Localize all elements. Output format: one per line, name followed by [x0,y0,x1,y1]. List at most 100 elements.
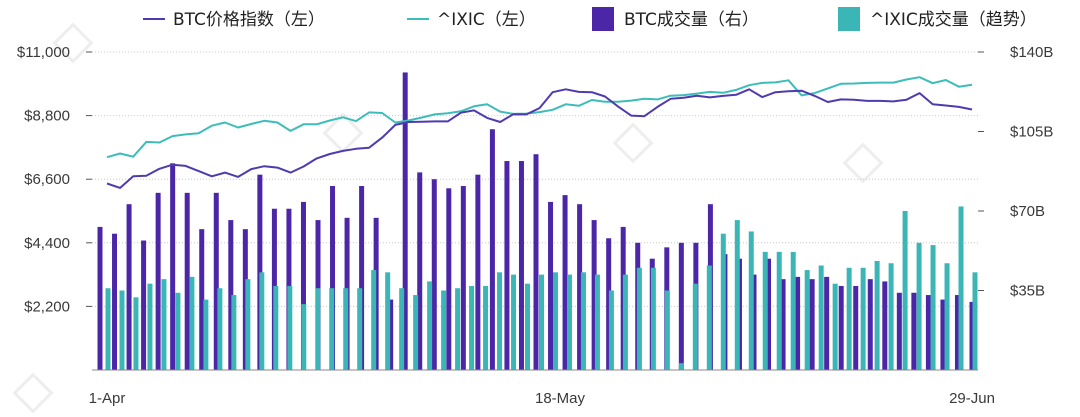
btc-volume-bar-24 [446,188,452,370]
btc-volume-bar-46 [766,258,772,370]
btc-volume-bar-51 [838,285,844,370]
ixic-volume-bar-11 [259,272,265,370]
legend-ixic-volume-swatch [838,7,860,31]
ixic-volume-bar-56 [888,263,894,370]
right-tick-label-3: $140B [1010,44,1053,61]
btc-volume-bar-29 [518,161,524,370]
btc-volume-bar-32 [562,195,568,370]
ixic-volume-bar-14 [301,304,307,370]
ixic-volume-bar-52 [832,283,838,370]
btc-volume-bar-1 [112,233,118,370]
ixic-volume-bar-28 [497,272,503,370]
ixic-volume-bar-58 [916,242,922,370]
ixic-volume-bar-20 [385,272,391,370]
ixic-volume-bar-36 [608,290,614,370]
ixic-volume-bar-35 [594,274,600,370]
legend-btc-price-label: BTC价格指数（左） [173,10,325,30]
ixic-volume-bar-7 [203,299,209,370]
ixic-volume-bar-29 [511,274,517,370]
btc-volume-bar-30 [533,154,539,370]
btc-volume-bar-18 [359,186,365,370]
ixic-volume-bar-57 [902,211,908,370]
axes: $2,200 $4,400 $6,600 $8,800 $11,000 $35B $70B $… [17,44,1053,407]
ixic-volume-bar-24 [441,290,447,370]
right-tick-label-0: $35B [1010,283,1045,300]
btc-volume-bar-28 [504,161,510,370]
ixic-volume-bar-15 [315,288,321,370]
bars [97,72,978,370]
left-tick-label-1: $4,400 [24,235,70,252]
right-tick-label-2: $105B [1010,124,1053,141]
right-tick-label-1: $70B [1010,203,1045,220]
legend-ixic-volume-label: ^IXIC成交量（趋势） [870,10,1037,30]
ixic-volume-bar-8 [217,288,223,370]
btc-volume-bar-26 [475,174,481,370]
legend-ixic-price-label: ^IXIC（左） [437,10,536,30]
legend-ixic-price: ^IXIC（左） [407,10,536,30]
btc-volume-bar-2 [126,204,132,370]
legend-btc-volume-swatch [592,7,614,31]
ixic-volume-bar-5 [175,292,181,370]
x-tick-label-0: 1-Apr [89,390,126,407]
ixic-volume-bar-41 [678,363,684,370]
ixic-volume-bar-44 [720,233,726,370]
ixic-volume-bar-61 [958,206,964,370]
ixic-volume-bar-47 [762,251,768,370]
btc-volume-bar-49 [809,279,815,370]
ixic-volume-bar-18 [357,288,363,370]
btc-volume-bar-6 [184,192,190,370]
ixic-volume-bar-53 [846,267,852,370]
ixic-volume-bar-21 [399,288,405,370]
ixic-volume-bar-43 [706,265,712,370]
ixic-volume-bar-34 [580,272,586,370]
btc-volume-bar-14 [300,201,306,370]
ixic-volume-bar-42 [692,283,698,370]
btc-volume-bar-40 [678,242,684,370]
ixic-volume-bar-3 [147,283,153,370]
btc-volume-bar-0 [97,226,103,370]
ixic-volume-bar-0 [105,288,111,370]
ixic-volume-bar-49 [790,251,796,370]
legend-btc-volume: BTC成交量（右） [592,7,759,31]
ixic-volume-bar-31 [539,274,544,370]
btc-volume-bar-9 [228,220,234,370]
btc-volume-bar-33 [577,204,583,370]
watermark-mark-2 [612,122,654,164]
legend-ixic-volume: ^IXIC成交量（趋势） [838,7,1037,31]
ixic-volume-bar-45 [734,220,740,370]
btc-volume-bar-59 [954,295,960,370]
legend: BTC价格指数（左） ^IXIC（左） BTC成交量（右） ^IXIC成交量（趋势） [143,7,1037,31]
ixic-volume-bar-50 [804,270,810,370]
btc-volume-bar-50 [824,276,830,370]
ixic-volume-bar-37 [622,274,628,370]
btc-volume-bar-45 [751,274,757,370]
ixic-volume-bar-13 [287,285,293,370]
ixic-volume-bar-4 [161,279,167,370]
x-tick-label-1: 18-May [535,390,586,407]
ixic-volume-bar-32 [552,272,558,370]
btc-volume-bar-22 [417,172,423,370]
btc-volume-bar-10 [242,229,248,370]
btc-volume-bar-34 [591,220,597,370]
ixic-volume-bar-23 [427,281,433,370]
ixic-volume-bar-59 [930,245,936,370]
btc-volume-bar-20 [388,299,394,370]
btc-volume-bar-35 [606,238,612,370]
ixic-volume-bar-1 [119,290,125,370]
ixic-price-line [106,76,973,159]
watermark-mark-3 [842,142,884,184]
btc-volume-bar-8 [213,192,219,370]
btc-volume-bar-60 [969,301,975,370]
ixic-volume-bar-48 [776,251,782,370]
gridlines [92,51,978,307]
left-tick-label-4: $11,000 [17,44,70,61]
ixic-volume-bar-30 [525,283,531,370]
ixic-volume-bar-12 [273,285,279,370]
ixic-volume-bar-6 [189,276,195,370]
lines [106,76,973,189]
btc-volume-bar-3 [141,240,147,370]
ixic-volume-bar-46 [748,231,754,370]
ixic-volume-bar-26 [469,285,475,370]
watermark-layer [12,22,884,414]
btc-volume-bar-16 [330,186,336,370]
